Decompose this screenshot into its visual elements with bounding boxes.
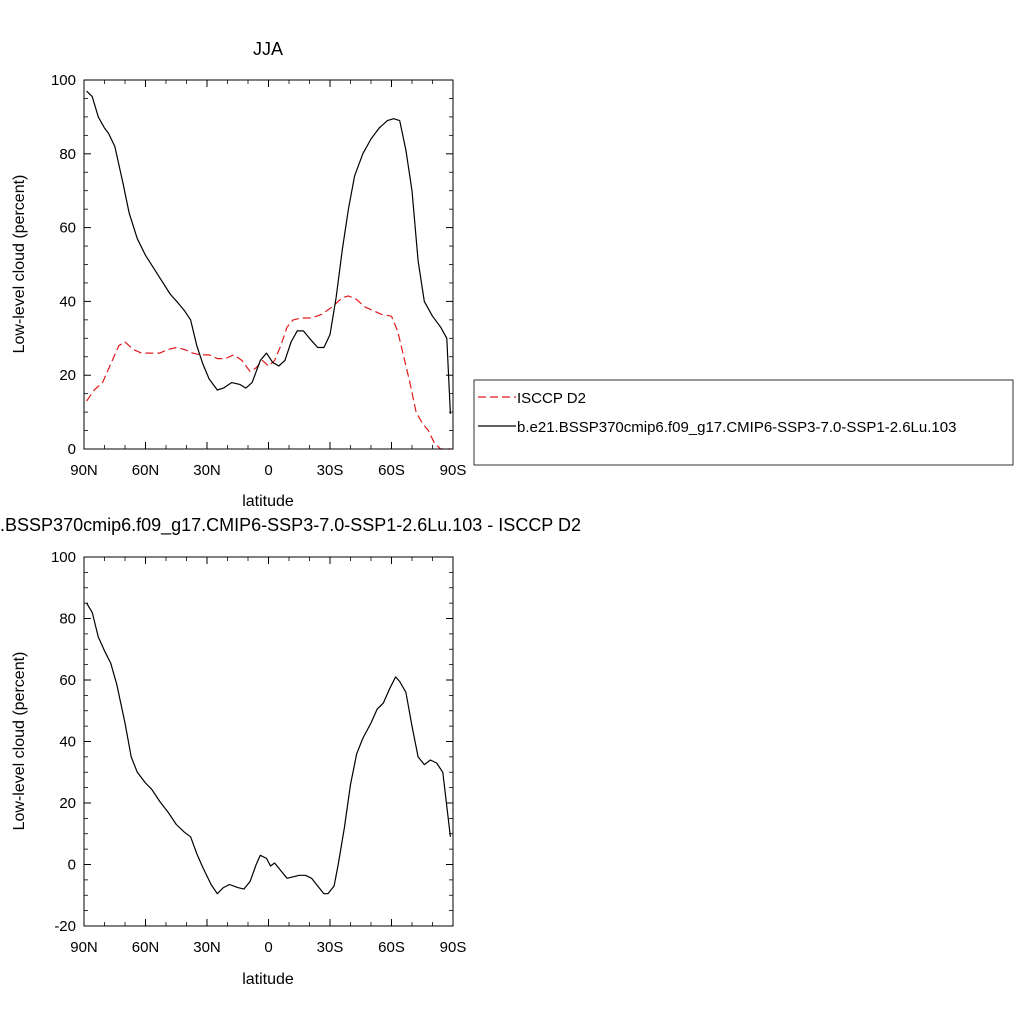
x-tick-label: 90S: [440, 939, 467, 956]
panel-top-chart: JJA 0 20 40 60 80 100 90N 60N 30N 0 30S 60S 90S lat…: [11, 39, 1014, 510]
x-axis-label: latitude: [242, 971, 294, 988]
y-tick-label: 40: [59, 293, 76, 310]
y-tick-label: 60: [59, 220, 76, 237]
x-tick-label: 0: [264, 939, 272, 956]
x-tick-label: 90N: [70, 462, 98, 479]
x-tick-label: 30S: [317, 939, 344, 956]
x-axis-label: latitude: [242, 493, 294, 510]
plot-frame: [83, 79, 454, 450]
y-tick-label: 80: [59, 146, 76, 163]
x-tick-label: 0: [264, 462, 272, 479]
legend-label-isccp: ISCCP D2: [517, 390, 586, 407]
chart-title: JJA: [253, 39, 283, 59]
x-tick-label: 60N: [132, 939, 160, 956]
x-axis-ticks: 90N 60N 30N 0 30S 60S 90S: [70, 80, 466, 479]
y-tick-label: 100: [51, 549, 76, 566]
plot-frame: [83, 556, 454, 927]
y-axis-ticks: -20 0 20 40 60 80 100: [51, 549, 453, 935]
x-tick-label: 90S: [440, 462, 467, 479]
y-tick-label: 20: [59, 367, 76, 384]
legend: ISCCP D2 b.e21.BSSP370cmip6.f09_g17.CMIP…: [473, 379, 1014, 466]
x-tick-label: 30N: [193, 462, 221, 479]
y-axis-label: Low-level cloud (percent): [11, 652, 28, 831]
y-axis-ticks: 0 20 40 60 80 100: [51, 72, 453, 458]
top-series-line-1: [86, 90, 451, 414]
y-tick-label: 60: [59, 672, 76, 689]
y-tick-label: 0: [68, 857, 76, 874]
y-tick-label: 0: [68, 441, 76, 458]
legend-label-model: b.e21.BSSP370cmip6.f09_g17.CMIP6-SSP3-7.…: [517, 419, 956, 436]
x-tick-label: 30N: [193, 939, 221, 956]
panel-bottom-chart: b.e21.BSSP370cmip6.f09_g17.CMIP6-SSP3-7.…: [0, 515, 581, 988]
x-tick-label: 60S: [378, 939, 405, 956]
x-tick-label: 90N: [70, 939, 98, 956]
plot-lines: [86, 602, 451, 895]
x-tick-label: 60S: [378, 462, 405, 479]
x-tick-label: 60N: [132, 462, 160, 479]
chart-title: b.e21.BSSP370cmip6.f09_g17.CMIP6-SSP3-7.…: [0, 515, 581, 536]
bottom-series-line-0: [86, 602, 451, 895]
y-tick-label: 40: [59, 734, 76, 751]
y-tick-label: -20: [54, 918, 76, 935]
y-axis-label: Low-level cloud (percent): [11, 175, 28, 354]
x-axis-ticks: 90N 60N 30N 0 30S 60S 90S: [70, 557, 466, 956]
plot-lines: [86, 90, 451, 450]
y-tick-label: 100: [51, 72, 76, 89]
x-tick-label: 30S: [317, 462, 344, 479]
legend-box: [473, 379, 1014, 466]
y-tick-label: 20: [59, 795, 76, 812]
top-series-line-0: [86, 295, 451, 450]
y-tick-label: 80: [59, 611, 76, 628]
